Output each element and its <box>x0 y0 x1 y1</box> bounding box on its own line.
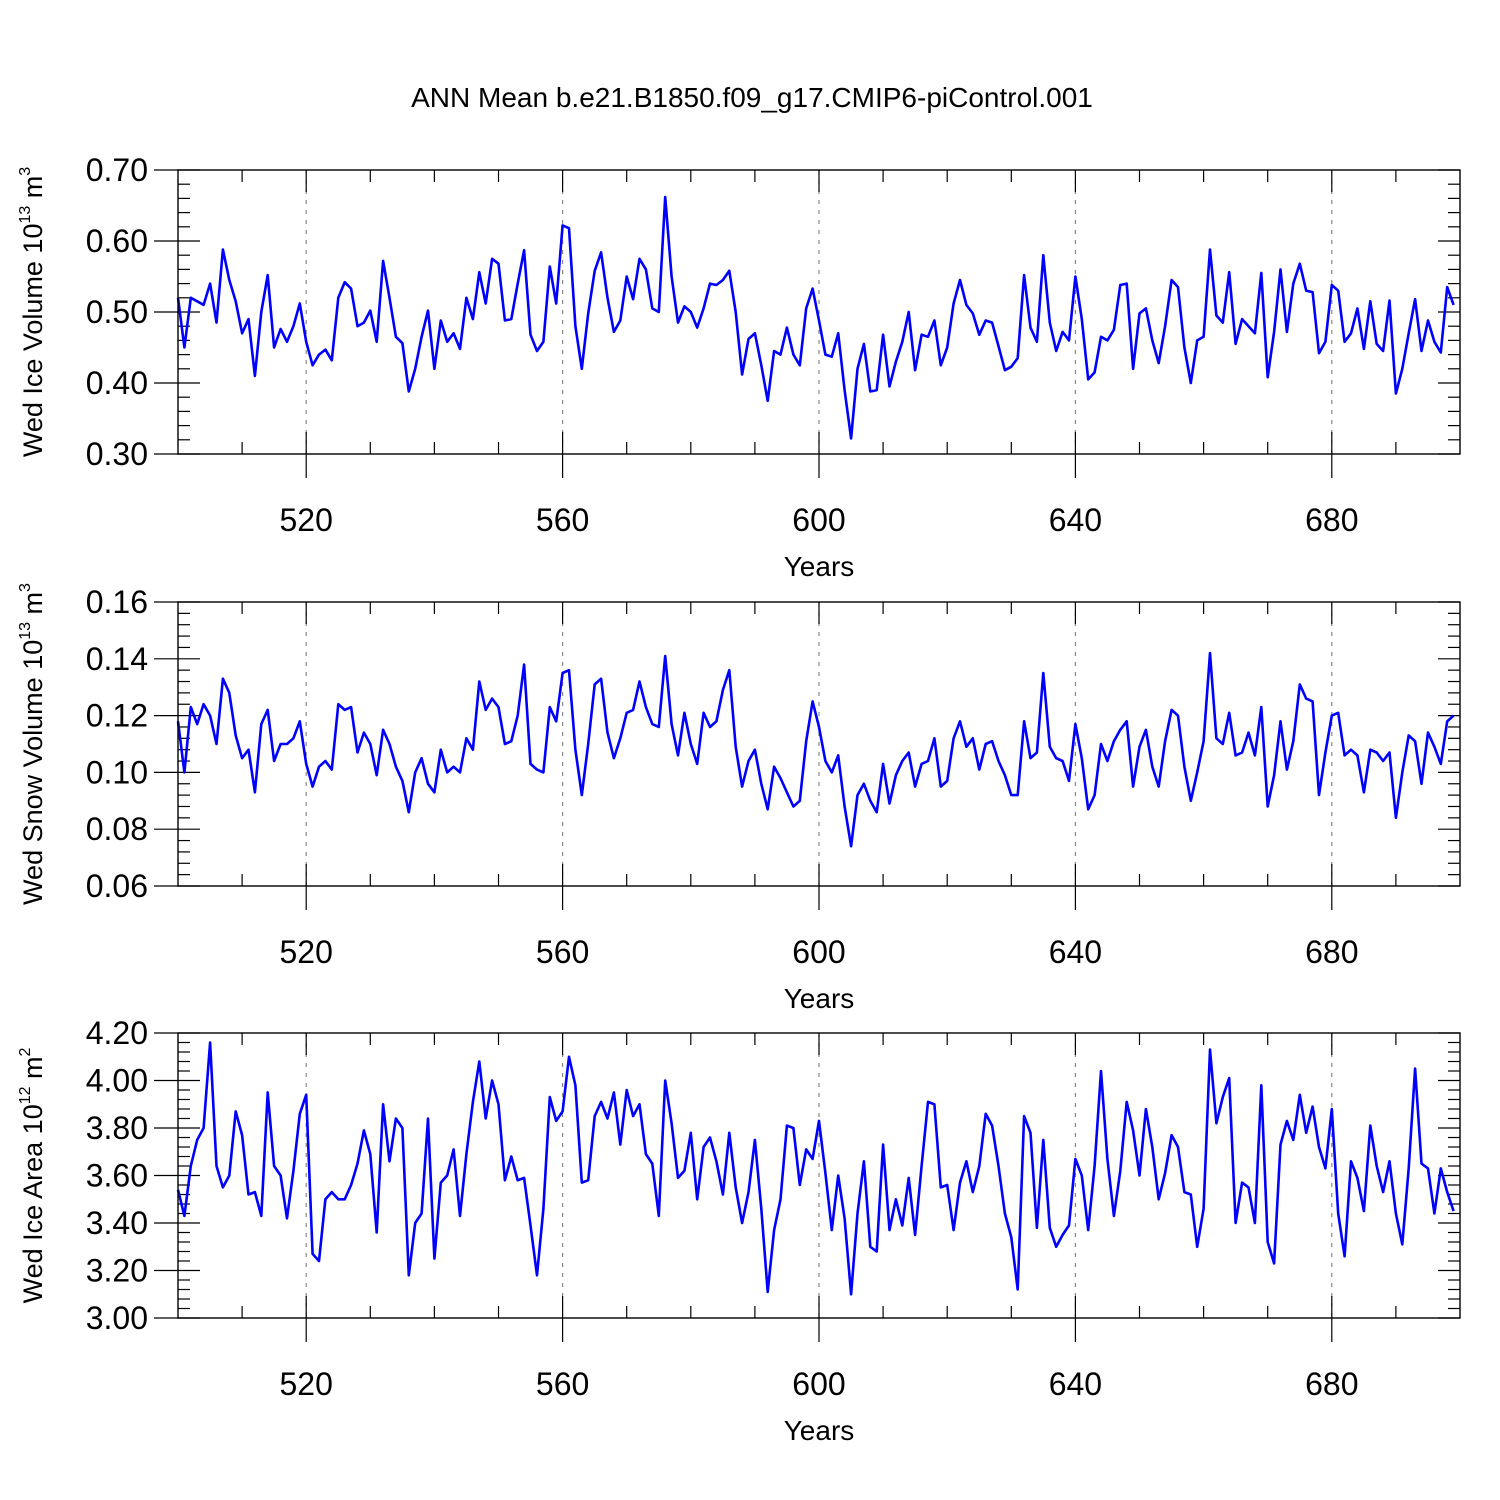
y-axis-title: Wed Snow Volume 1013 m3 <box>17 583 48 905</box>
x-tick-label: 520 <box>280 502 333 538</box>
x-tick-label: 680 <box>1305 1366 1358 1402</box>
plot-frame <box>177 601 1461 887</box>
y-tick-label: 4.20 <box>86 1015 148 1051</box>
x-tick-label: 560 <box>536 934 589 970</box>
y-tick-label: 3.20 <box>86 1253 148 1289</box>
chart-panel-1: 0.30 0.40 0.50 0.60 0.70 520 560 600 640 680 Years… <box>17 152 1461 582</box>
page-title: ANN Mean b.e21.B1850.f09_g17.CMIP6-piCon… <box>411 82 1093 113</box>
series-line <box>176 1041 1455 1296</box>
y-tick-label: 3.40 <box>86 1205 148 1241</box>
y-axis-title-part: Wed Snow Volume 10 <box>18 640 48 905</box>
y-tick-label: 0.08 <box>86 811 148 847</box>
series-line <box>176 651 1455 848</box>
x-tick-label: 520 <box>280 1366 333 1402</box>
chart-panel-3: 3.00 3.20 3.40 3.60 3.80 4.00 4.20 520 560 600 640… <box>17 1015 1461 1446</box>
y-tick-label: 0.16 <box>86 584 148 620</box>
y-tick-label: 0.10 <box>86 754 148 790</box>
chart-panel-2: 0.06 0.08 0.10 0.12 0.14 0.16 520 560 600 640 680 Y… <box>17 583 1461 1014</box>
plot-frame <box>177 169 1461 455</box>
series-line <box>176 195 1455 440</box>
x-tick-label: 560 <box>536 1366 589 1402</box>
y-axis-title-superscript: 2 <box>17 1047 34 1056</box>
y-tick-label: 3.00 <box>86 1300 148 1336</box>
y-tick-label: 0.12 <box>86 698 148 734</box>
y-tick-label: 0.06 <box>86 868 148 904</box>
plot-frame <box>177 1032 1461 1319</box>
y-axis-title-part: m <box>18 592 48 622</box>
y-tick-label: 0.70 <box>86 152 148 188</box>
y-tick-label: 3.60 <box>86 1158 148 1194</box>
x-tick-label: 520 <box>280 934 333 970</box>
x-tick-label: 600 <box>792 934 845 970</box>
x-tick-label: 640 <box>1049 502 1102 538</box>
y-tick-label: 0.40 <box>86 365 148 401</box>
x-axis-title: Years <box>784 551 855 582</box>
y-tick-label: 0.14 <box>86 641 148 677</box>
y-axis-title-part: m <box>18 1056 48 1086</box>
x-axis-title: Years <box>784 1415 855 1446</box>
y-axis-title-part: Wed Ice Volume 10 <box>18 224 48 458</box>
x-tick-label: 680 <box>1305 934 1358 970</box>
x-tick-label: 600 <box>792 502 845 538</box>
y-tick-label: 3.80 <box>86 1110 148 1146</box>
y-axis-title-superscript: 13 <box>17 622 34 640</box>
y-axis-title-part: Wed Ice Area 10 <box>18 1104 48 1303</box>
x-tick-label: 640 <box>1049 934 1102 970</box>
y-tick-label: 0.60 <box>86 223 148 259</box>
y-axis-title-superscript: 3 <box>17 583 34 592</box>
panels: 0.30 0.40 0.50 0.60 0.70 520 560 600 640 680 Years… <box>17 152 1461 1446</box>
y-axis-title-superscript: 13 <box>17 206 34 224</box>
y-tick-label: 0.30 <box>86 436 148 472</box>
x-tick-label: 640 <box>1049 1366 1102 1402</box>
y-axis-title-superscript: 3 <box>17 167 34 176</box>
y-axis-title-part: m <box>18 176 48 206</box>
x-tick-label: 600 <box>792 1366 845 1402</box>
y-axis-title: Wed Ice Volume 1013 m3 <box>17 167 48 457</box>
y-tick-label: 4.00 <box>86 1063 148 1099</box>
x-axis-title: Years <box>784 983 855 1014</box>
y-tick-label: 0.50 <box>86 294 148 330</box>
x-tick-label: 560 <box>536 502 589 538</box>
y-axis-title: Wed Ice Area 1012 m2 <box>17 1047 48 1303</box>
y-axis-title-superscript: 12 <box>17 1086 34 1104</box>
x-tick-label: 680 <box>1305 502 1358 538</box>
